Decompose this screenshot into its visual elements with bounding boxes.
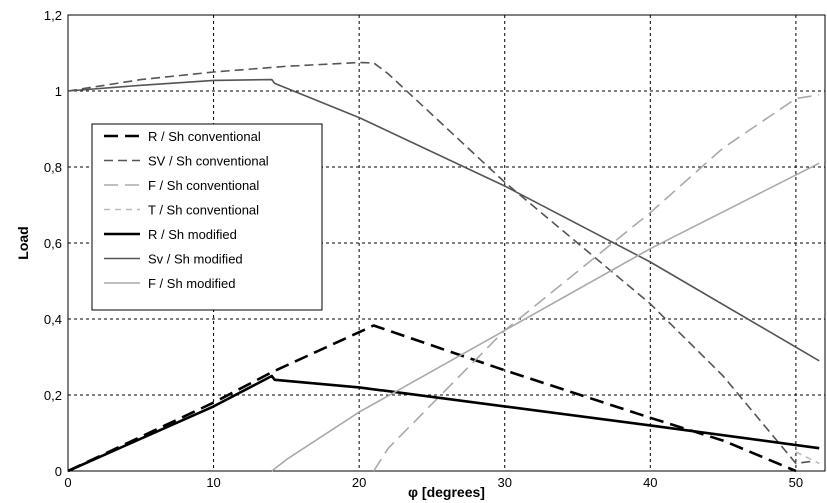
- legend-label: T / Sh conventional: [148, 203, 259, 218]
- x-tick-label: 20: [352, 475, 366, 490]
- y-tick-labels: 0 0,2 0,4 0,6 0,8 1 1,2: [44, 8, 62, 479]
- y-axis-title: Load: [15, 226, 31, 259]
- y-tick-label: 0,2: [44, 388, 62, 403]
- legend-label: R / Sh conventional: [148, 129, 261, 144]
- series-line: [67, 61, 811, 465]
- series-line: [67, 374, 820, 473]
- series-line: [271, 162, 820, 472]
- legend-box: [91, 123, 323, 311]
- series-layer: [67, 61, 820, 473]
- y-tick-label: 1,2: [44, 8, 62, 23]
- legend-label: SV / Sh conventional: [148, 154, 269, 169]
- series-line: [373, 94, 820, 472]
- x-tick-label: 40: [643, 475, 657, 490]
- y-tick-label: 0,6: [44, 236, 62, 251]
- legend-label: R / Sh modified: [148, 227, 237, 242]
- y-tick-label: 0,4: [44, 312, 62, 327]
- x-tick-label: 0: [64, 475, 71, 490]
- series-line: [795, 451, 820, 465]
- x-tick-label: 50: [789, 475, 803, 490]
- legend-label: F / Sh conventional: [148, 178, 259, 193]
- plot-frame: [67, 14, 826, 472]
- legend-label: F / Sh modified: [148, 276, 235, 291]
- x-tick-labels: 0 10 20 30 40 50: [64, 475, 803, 490]
- legend: R / Sh conventional SV / Sh conventional F…: [91, 123, 323, 311]
- series-line: [67, 324, 797, 473]
- y-tick-label: 0,8: [44, 160, 62, 175]
- x-tick-label: 10: [206, 475, 220, 490]
- x-tick-label: 30: [497, 475, 511, 490]
- x-axis-title: φ [degrees]: [408, 484, 485, 500]
- y-tick-label: 0: [55, 464, 62, 479]
- legend-label: Sv / Sh modified: [148, 252, 243, 267]
- series-line: [67, 78, 820, 362]
- y-tick-label: 1: [55, 84, 62, 99]
